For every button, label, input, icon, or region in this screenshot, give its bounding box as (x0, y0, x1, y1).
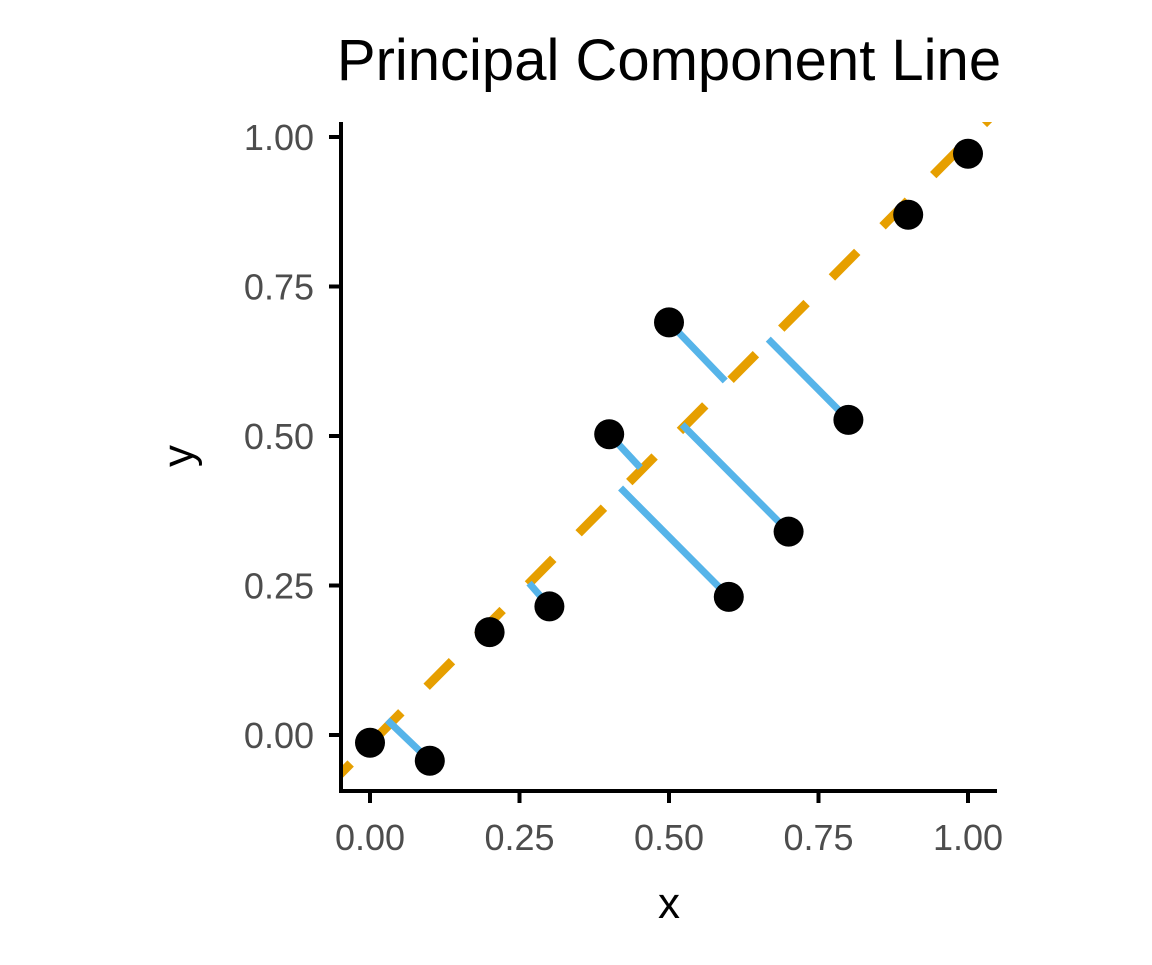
chart-title: Principal Component Line (337, 28, 1001, 93)
y-tick-label-1: 0.25 (244, 566, 314, 607)
principal-component-line (341, 122, 993, 780)
y-axis-title: y (154, 445, 203, 467)
plot-area (341, 122, 993, 780)
y-tick-label-2: 0.50 (244, 416, 314, 457)
data-point-6 (713, 581, 744, 612)
data-point-10 (953, 138, 983, 169)
data-point-3 (534, 591, 565, 622)
y-tick-label-0: 0.00 (244, 715, 314, 756)
y-tick-label-4: 1.00 (244, 117, 314, 158)
plot-clipped-group (341, 122, 993, 780)
x-tick-label-3: 0.75 (783, 817, 853, 858)
data-point-7 (773, 516, 804, 547)
x-tick-label-2: 0.50 (634, 817, 704, 858)
data-point-9 (893, 199, 924, 230)
data-point-5 (654, 307, 684, 338)
axes: 0.00 0.25 0.50 0.75 1.00 0.00 0.25 0.50 0.75 1.00 (244, 117, 1003, 858)
residual-segment-4 (618, 485, 732, 600)
data-point-0 (355, 727, 385, 758)
x-axis-title: x (658, 879, 680, 928)
data-point-1 (414, 745, 445, 776)
y-tick-label-3: 0.75 (244, 267, 314, 308)
x-tick-label-1: 0.25 (484, 817, 554, 858)
data-point-2 (474, 617, 505, 648)
data-point-8 (833, 404, 864, 435)
residual-segment-6 (765, 336, 851, 423)
residual-segment-5 (679, 422, 792, 535)
x-tick-label-4: 1.00 (933, 817, 1003, 858)
x-tick-label-0: 0.00 (335, 817, 405, 858)
data-point-4 (594, 419, 625, 450)
